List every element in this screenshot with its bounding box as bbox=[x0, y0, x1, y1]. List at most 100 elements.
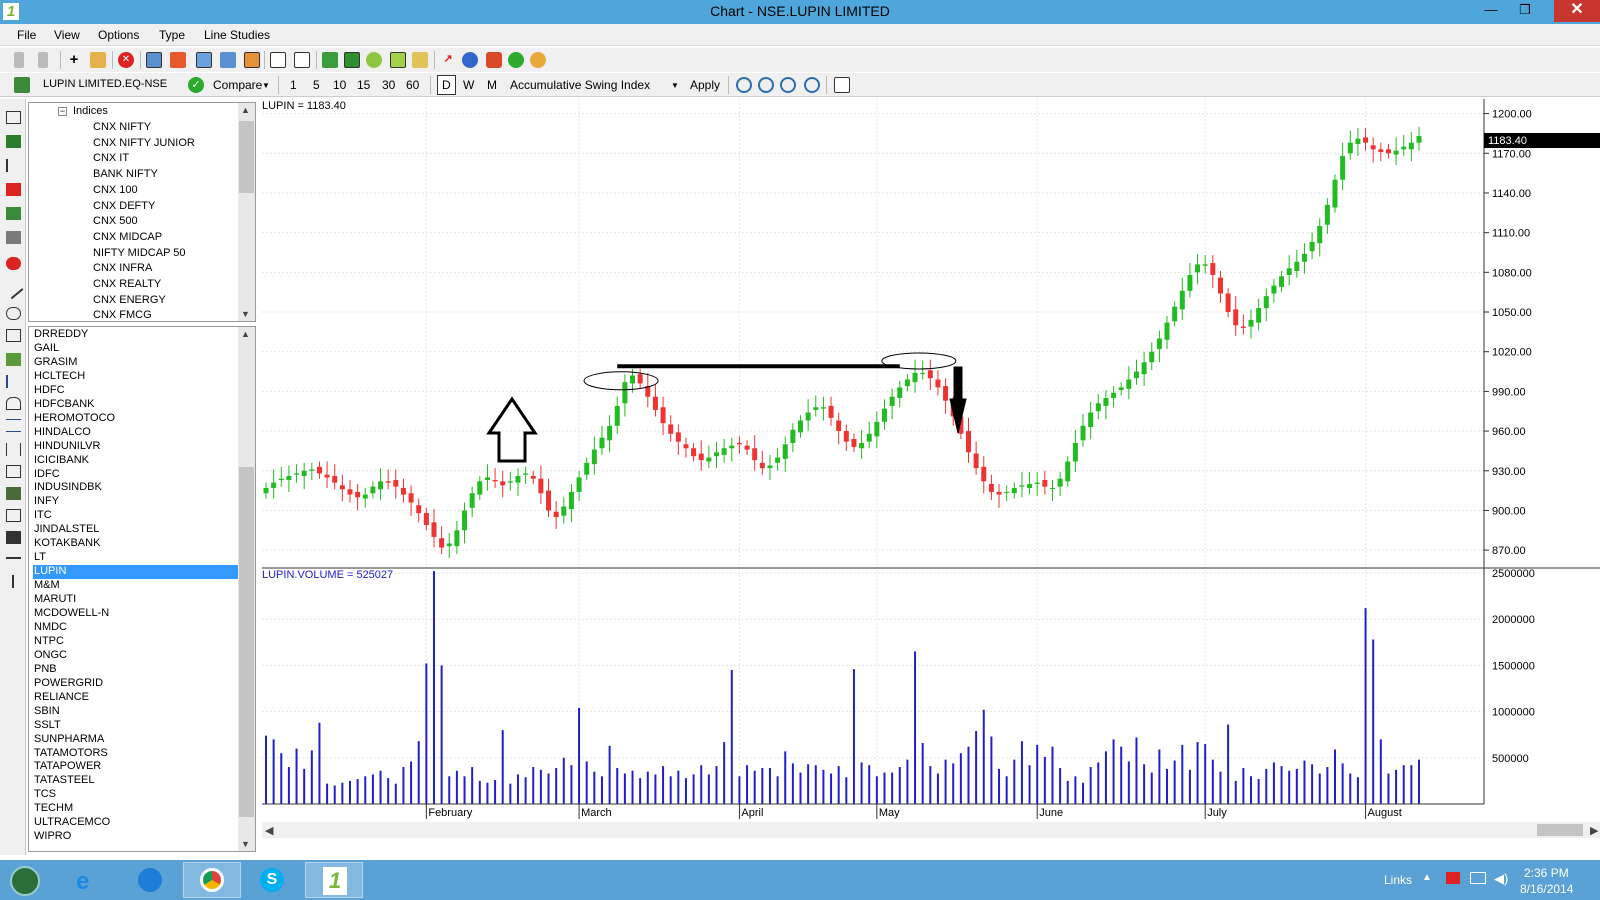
stock-item[interactable]: HINDUNILVR bbox=[34, 439, 101, 452]
candle-tool-icon[interactable] bbox=[6, 135, 21, 148]
candle-chart-icon[interactable] bbox=[220, 52, 236, 68]
channel-tool-icon[interactable] bbox=[6, 353, 21, 366]
tree-item[interactable]: CNX ENERGY bbox=[93, 293, 166, 306]
restore-button[interactable]: ❐ bbox=[1519, 2, 1531, 17]
stock-item[interactable]: SUNPHARMA bbox=[34, 732, 105, 745]
period-daily[interactable]: D bbox=[437, 75, 456, 95]
arc-tool-icon[interactable] bbox=[6, 397, 21, 410]
line-chart-icon[interactable] bbox=[244, 52, 260, 68]
calculator-icon[interactable] bbox=[834, 77, 850, 93]
bar-chart-icon[interactable] bbox=[196, 52, 212, 68]
menu-options[interactable]: Options bbox=[98, 28, 140, 42]
stock-item[interactable]: HCLTECH bbox=[34, 369, 86, 382]
stock-item[interactable]: DRREDDY bbox=[34, 328, 89, 340]
stock-item[interactable]: HDFCBANK bbox=[34, 397, 95, 410]
menu-type[interactable]: Type bbox=[159, 28, 186, 42]
stock-item[interactable]: LT bbox=[34, 551, 47, 564]
sort-asc-icon[interactable] bbox=[14, 52, 24, 68]
stock-item[interactable]: TECHM bbox=[34, 802, 74, 815]
taskbar-app[interactable] bbox=[122, 862, 180, 898]
bar-tool-icon[interactable] bbox=[6, 159, 21, 172]
template-icon[interactable] bbox=[170, 52, 186, 68]
portfolio-icon[interactable] bbox=[390, 52, 406, 68]
stock-item[interactable]: IDFC bbox=[34, 467, 60, 480]
apply-button[interactable]: Apply bbox=[690, 78, 721, 92]
alert-icon[interactable] bbox=[462, 52, 478, 68]
sort-desc-icon[interactable] bbox=[38, 52, 48, 68]
interval-1[interactable]: 1 bbox=[290, 78, 297, 92]
download-icon[interactable] bbox=[508, 52, 524, 68]
tree-item[interactable]: CNX 500 bbox=[93, 215, 138, 228]
stock-item[interactable]: WIPRO bbox=[34, 830, 72, 843]
tree-item[interactable]: CNX FMCG bbox=[93, 309, 152, 322]
minimize-button[interactable]: — bbox=[1484, 2, 1498, 17]
compare-button[interactable]: Compare bbox=[213, 78, 263, 92]
arrow-tool-icon[interactable] bbox=[6, 375, 21, 388]
clock-time[interactable]: 2:36 PM bbox=[1524, 866, 1569, 880]
rectangle-tool-icon[interactable] bbox=[6, 329, 21, 342]
list-icon[interactable] bbox=[294, 52, 310, 68]
scanner-icon[interactable] bbox=[366, 52, 382, 68]
stock-item[interactable]: NTPC bbox=[34, 634, 64, 647]
table-icon[interactable] bbox=[412, 52, 428, 68]
scroll-up-icon[interactable]: ▲ bbox=[241, 105, 250, 115]
scroll-down-icon[interactable]: ▼ bbox=[241, 839, 250, 849]
tree-item[interactable]: CNX REALTY bbox=[93, 278, 162, 290]
refresh-icon[interactable] bbox=[14, 77, 30, 93]
network-icon[interactable] bbox=[1470, 872, 1486, 884]
tree-item[interactable]: CNX MIDCAP bbox=[93, 230, 163, 243]
clock-date[interactable]: 8/16/2014 bbox=[1520, 882, 1574, 896]
zoom-fit-icon[interactable] bbox=[780, 77, 796, 93]
menu-file[interactable]: File bbox=[17, 28, 37, 42]
tree-item[interactable]: CNX IT bbox=[93, 152, 130, 165]
tree-scroll-thumb[interactable] bbox=[239, 121, 254, 193]
note-tool-icon[interactable] bbox=[6, 531, 21, 544]
stock-item[interactable]: SBIN bbox=[34, 704, 60, 717]
menu-view[interactable]: View bbox=[54, 28, 80, 42]
study-icon[interactable] bbox=[344, 52, 360, 68]
menu-line-studies[interactable]: Line Studies bbox=[204, 28, 271, 42]
stock-item[interactable]: INDUSINDBK bbox=[34, 481, 102, 494]
stock-item[interactable]: MCDOWELL-N bbox=[34, 607, 110, 619]
trendline-tool-icon[interactable] bbox=[3, 279, 24, 300]
stock-item[interactable]: NMDC bbox=[34, 620, 67, 633]
interval-5[interactable]: 5 bbox=[313, 78, 320, 92]
hline-tool-icon[interactable] bbox=[6, 557, 21, 559]
fibonacci-tool-icon[interactable] bbox=[6, 419, 21, 432]
cycle-tool-icon[interactable] bbox=[6, 443, 21, 456]
ellipse-tool-icon[interactable] bbox=[6, 307, 21, 320]
stock-item[interactable]: GAIL bbox=[34, 341, 60, 354]
scroll-up-icon[interactable]: ▲ bbox=[241, 329, 250, 339]
zoom-reset-icon[interactable] bbox=[804, 77, 820, 93]
volume-icon[interactable]: ◀) bbox=[1494, 871, 1509, 886]
compare-dropdown-icon[interactable]: ▼ bbox=[262, 81, 270, 90]
price-volume-chart[interactable]: LUPIN = 1183.40 LUPIN.VOLUME = 525027 12… bbox=[262, 99, 1600, 855]
taskbar-ie[interactable]: e bbox=[60, 862, 118, 898]
stock-item[interactable]: POWERGRID bbox=[34, 676, 104, 689]
period-weekly[interactable]: W bbox=[463, 78, 475, 92]
check-icon[interactable]: ✓ bbox=[188, 77, 204, 93]
indicator-select[interactable]: Accumulative Swing Index bbox=[510, 78, 651, 92]
stock-item[interactable]: LUPIN bbox=[33, 565, 241, 580]
stock-scrollbar[interactable]: ▲ ▼ bbox=[238, 327, 255, 851]
stock-item[interactable]: PNB bbox=[34, 662, 57, 675]
stock-item[interactable]: INFY bbox=[34, 495, 60, 508]
tree-root-indices[interactable]: Indices bbox=[73, 105, 108, 117]
period-monthly[interactable]: M bbox=[487, 78, 497, 92]
stock-item[interactable]: M&M bbox=[34, 579, 60, 592]
tree-item[interactable]: CNX 100 bbox=[93, 183, 138, 196]
hand-tool-icon[interactable] bbox=[6, 231, 21, 244]
stock-item[interactable]: TCS bbox=[34, 788, 56, 801]
tree-scrollbar[interactable]: ▲ ▼ bbox=[238, 103, 255, 321]
symbol-field[interactable]: LUPIN LIMITED.EQ-NSE bbox=[40, 76, 188, 94]
tree-item[interactable]: BANK NIFTY bbox=[93, 168, 158, 181]
tree-item[interactable]: CNX NIFTY bbox=[93, 121, 152, 133]
stock-item[interactable]: TATASTEEL bbox=[34, 774, 95, 787]
interval-30[interactable]: 30 bbox=[382, 78, 396, 92]
tree-item[interactable]: CNX INFRA bbox=[93, 262, 153, 275]
interval-60[interactable]: 60 bbox=[406, 78, 420, 92]
stock-item[interactable]: KOTAKBANK bbox=[34, 537, 101, 550]
stock-item[interactable]: JINDALSTEL bbox=[34, 523, 100, 536]
gann-tool-icon[interactable] bbox=[6, 465, 21, 478]
text-tool-icon[interactable] bbox=[6, 509, 21, 522]
